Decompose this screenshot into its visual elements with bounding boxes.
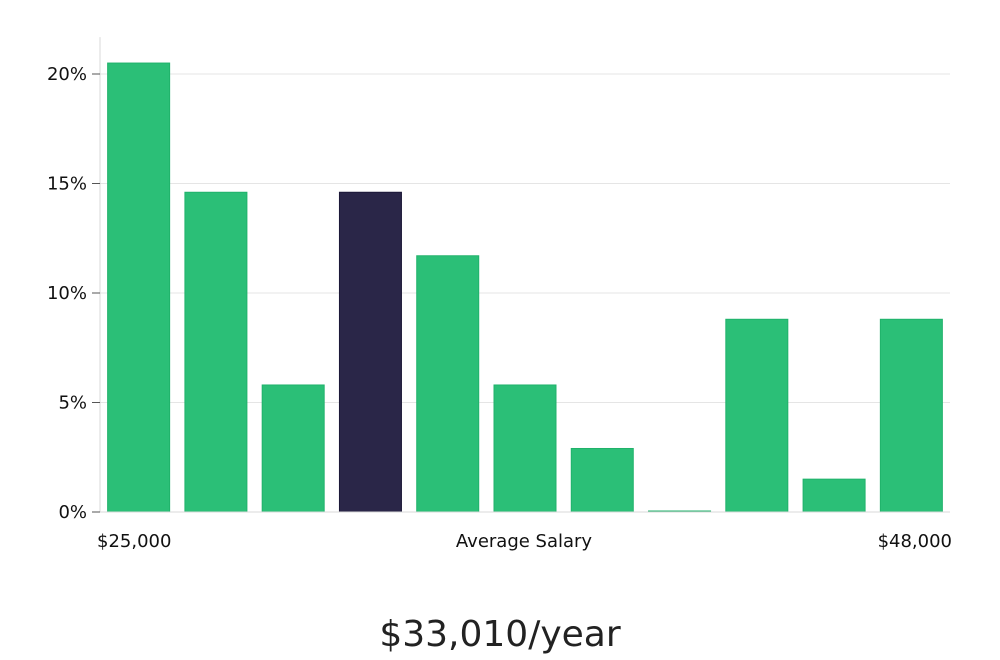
bar: [416, 255, 480, 513]
axis-layer: 0% 5% 10% 15% 20%: [47, 37, 950, 523]
bar: [261, 384, 325, 513]
bar: [184, 191, 248, 513]
bar: [107, 62, 171, 513]
bar: [802, 478, 866, 513]
x-axis-end-label: $48,000: [878, 531, 952, 552]
y-tick-label: 15%: [47, 174, 87, 195]
bar: [570, 447, 634, 513]
bar: [493, 384, 557, 513]
x-axis-title: Average Salary: [456, 531, 593, 552]
y-tick-label: 10%: [47, 283, 87, 304]
y-tick-label: 20%: [47, 64, 87, 85]
y-tick-label: 5%: [58, 393, 87, 414]
y-tick-label: 0%: [58, 502, 87, 523]
bar: [725, 318, 789, 513]
average-salary-value: $33,010/year: [379, 614, 621, 655]
bars-layer: [107, 62, 943, 513]
x-axis-start-label: $25,000: [97, 531, 171, 552]
bar-highlighted: [338, 191, 402, 513]
bar: [879, 318, 943, 513]
